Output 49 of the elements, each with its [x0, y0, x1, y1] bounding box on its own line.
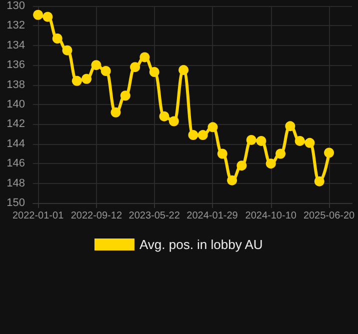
point — [82, 74, 92, 84]
y-tick-label: 148 — [6, 177, 25, 190]
y-tick-label: 146 — [6, 158, 25, 170]
x-tick-label: 2024-01-29 — [186, 210, 238, 222]
point — [304, 138, 315, 148]
y-tick-label: 136 — [6, 59, 25, 72]
point — [42, 12, 53, 22]
point — [198, 130, 208, 140]
x-tick-label: 2022-09-12 — [70, 210, 122, 222]
y-tick-label: 132 — [6, 20, 25, 32]
point — [256, 136, 266, 146]
point — [188, 130, 198, 140]
point — [227, 175, 238, 186]
point — [208, 122, 218, 132]
point — [294, 136, 305, 146]
point — [130, 62, 140, 72]
point — [178, 65, 189, 76]
y-tick-label: 144 — [6, 138, 25, 150]
legend-label: Avg. pos. in lobby AU — [139, 237, 263, 252]
point — [72, 76, 82, 86]
point — [110, 107, 121, 118]
x-tick-label: 2025-06-20 — [303, 210, 356, 222]
point — [276, 148, 286, 159]
x-tick-label: 2022-01-01 — [12, 210, 64, 222]
point — [159, 111, 170, 122]
y-tick-label: 130 — [6, 0, 25, 12]
y-tick-label: 140 — [6, 98, 25, 110]
point — [140, 52, 150, 62]
y-tick-label: 150 — [6, 197, 25, 209]
point — [100, 66, 111, 76]
point — [33, 10, 44, 20]
point — [62, 45, 72, 56]
point — [149, 66, 160, 77]
point — [217, 148, 228, 159]
point — [246, 134, 256, 145]
point — [324, 148, 334, 158]
point — [285, 121, 296, 132]
y-tick-label: 138 — [6, 78, 25, 91]
point — [168, 116, 179, 126]
point — [120, 90, 130, 101]
y-tick-label: 142 — [6, 118, 25, 130]
point — [52, 34, 62, 44]
x-tick-label: 2023-05-22 — [128, 210, 180, 222]
y-tick-label: 134 — [6, 39, 25, 52]
point — [266, 158, 276, 169]
point — [314, 176, 324, 186]
point — [91, 60, 102, 70]
point — [236, 160, 247, 171]
x-tick-label: 2024-10-10 — [245, 210, 297, 222]
